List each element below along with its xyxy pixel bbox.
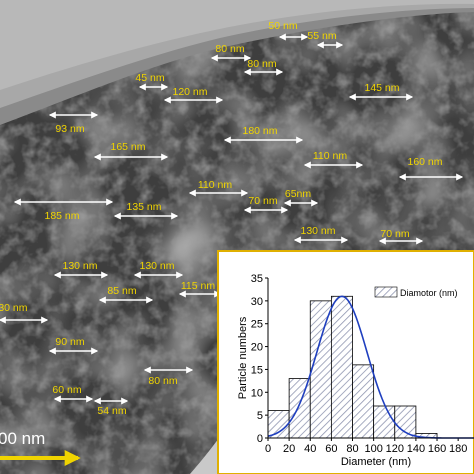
size-label: 120 nm (172, 86, 207, 98)
x-tick-label: 140 (407, 443, 425, 455)
y-tick-label: 25 (251, 319, 263, 331)
y-tick-label: 20 (251, 342, 263, 354)
x-tick-label: 20 (283, 443, 295, 455)
size-label: 55 nm (307, 30, 336, 42)
size-label: 130 nm (300, 225, 335, 237)
size-label: 70 nm (380, 228, 409, 240)
x-axis-title: Diameter (nm) (341, 456, 411, 468)
size-label: 60 nm (52, 384, 81, 396)
x-tick-label: 80 (346, 443, 358, 455)
x-tick-label: 60 (325, 443, 337, 455)
size-label: 130 nm (139, 260, 174, 272)
y-tick-label: 35 (251, 273, 263, 285)
size-label: 80 nm (215, 43, 244, 55)
x-tick-label: 40 (304, 443, 316, 455)
bar (288, 378, 311, 439)
size-label: 185 nm (44, 210, 79, 222)
y-tick-label: 5 (257, 410, 263, 422)
y-axis-title: Particle numbers (237, 316, 249, 399)
legend-swatch (374, 286, 398, 298)
bar (267, 410, 290, 439)
inset-chart: 0 5 10 15 20 25 30 35 0 20 40 60 80 100 120 140 160 180 Di… (217, 250, 474, 474)
size-label: 70 nm (248, 195, 277, 207)
size-label: 93 nm (55, 123, 84, 135)
size-label: 90 nm (55, 336, 84, 348)
x-tick-label: 160 (428, 443, 446, 455)
size-label: 85 nm (107, 285, 136, 297)
x-tick-label: 180 (449, 443, 467, 455)
y-tick-label: 30 (251, 296, 263, 308)
size-label: 115 nm (181, 280, 215, 292)
bar (394, 405, 417, 439)
size-label: 80 nm (247, 58, 276, 70)
size-label: 45 nm (135, 72, 164, 84)
axes (267, 278, 474, 439)
size-label: 54 nm (97, 405, 126, 417)
size-label: 110 nm (313, 150, 347, 162)
x-tick-label: 100 (364, 443, 382, 455)
bar (309, 300, 332, 439)
size-label: 80 nm (148, 375, 177, 387)
x-tick-label: 0 (265, 443, 271, 455)
bar (373, 405, 396, 439)
size-label: 145 nm (364, 82, 399, 94)
size-label: 130 nm (0, 302, 28, 314)
y-tick-label: 15 (251, 364, 263, 376)
size-label: 165 nm (110, 141, 145, 153)
x-tick-label: 120 (386, 443, 404, 455)
size-label: 130 nm (62, 260, 97, 272)
background-film (0, 0, 474, 90)
y-tick-label: 0 (257, 433, 263, 445)
legend-label: Diamotor (nm) (400, 288, 458, 298)
bar (352, 364, 375, 439)
bar (330, 295, 353, 439)
y-tick-label: 10 (251, 387, 263, 399)
size-label: 180 nm (242, 125, 277, 137)
size-label: 50 nm (268, 20, 297, 32)
size-label: 65nm (285, 188, 312, 200)
scale-bar-label: 00 nm (0, 429, 45, 448)
size-label: 135 nm (126, 201, 161, 213)
size-label: 110 nm (198, 179, 232, 191)
size-label: 160 nm (407, 156, 442, 168)
